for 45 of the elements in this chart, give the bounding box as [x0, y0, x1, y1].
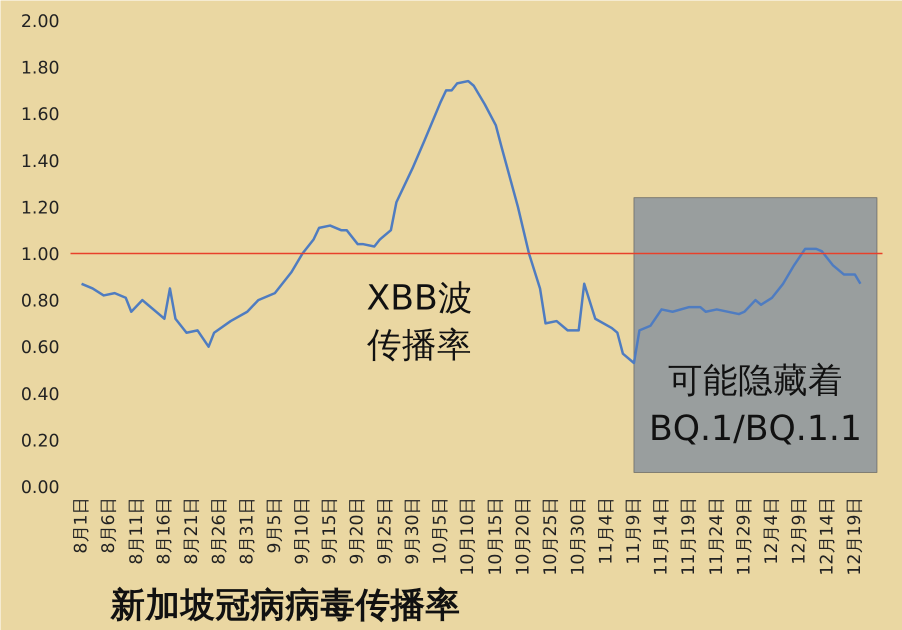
x-tick-label: 11月4日: [596, 497, 616, 565]
x-tick-label: 8月11日: [126, 497, 147, 565]
x-tick-label: 9月30日: [402, 497, 423, 565]
x-tick-label: 10月30日: [568, 497, 589, 576]
x-tick-label: 12月4日: [762, 497, 782, 565]
x-tick-label: 11月14日: [652, 497, 672, 576]
x-tick-label: 8月21日: [182, 497, 202, 565]
y-tick-label: 1.60: [20, 105, 60, 126]
band-label: 可能隐藏着 BQ.1/BQ.1.1: [648, 361, 862, 450]
x-tick-label: 9月20日: [348, 497, 368, 565]
y-tick-label: 1.80: [20, 58, 60, 79]
y-tick-label: 1.00: [20, 245, 60, 265]
text: 新加坡冠病病毒传播率: [110, 586, 460, 626]
x-tick-label: 12月14日: [817, 497, 838, 576]
x-tick-label: 9月15日: [320, 497, 340, 565]
x-tick-label: 9月25日: [375, 497, 396, 565]
x-tick-label: 10月20日: [513, 497, 534, 576]
annotation: XBB波: [366, 278, 473, 319]
y-tick-label: 0.20: [20, 431, 60, 452]
x-tick-label: 9月10日: [292, 497, 312, 565]
y-tick-label: 1.40: [20, 152, 60, 172]
x-tick-label: 10月10日: [458, 497, 478, 576]
annotation: 传播率: [367, 325, 472, 366]
y-tick-label: 1.20: [20, 198, 60, 218]
y-tick-label: 0.80: [20, 292, 60, 312]
x-tick-label: 12月9日: [790, 497, 810, 565]
y-tick-label: 0.40: [20, 384, 60, 405]
x-tick-label: 8月1日: [72, 497, 92, 554]
x-tick-label: 11月19日: [679, 497, 700, 576]
x-tick-label: 8月26日: [210, 497, 230, 565]
x-tick-label: 9月5日: [264, 497, 285, 554]
x-tick-label: 11月29日: [734, 497, 754, 576]
x-tick-label: 10月25日: [541, 497, 562, 576]
x-tick-label: 10月15日: [486, 497, 506, 576]
x-tick-label: 11月24日: [706, 497, 727, 576]
y-tick-label: 0.00: [20, 478, 60, 498]
y-tick-label: 2.00: [20, 12, 60, 32]
x-tick-label: 10月5日: [430, 497, 451, 565]
x-tick-label: 8月16日: [154, 497, 174, 565]
line-series: [80, 80, 862, 364]
x-tick-label: 11月9日: [624, 497, 644, 565]
x-tick-label: 8月6日: [99, 497, 120, 554]
x-tick-label: 12月19日: [844, 497, 865, 576]
x-tick-label: 8月31日: [237, 497, 258, 565]
y-tick-label: 0.60: [20, 338, 60, 358]
